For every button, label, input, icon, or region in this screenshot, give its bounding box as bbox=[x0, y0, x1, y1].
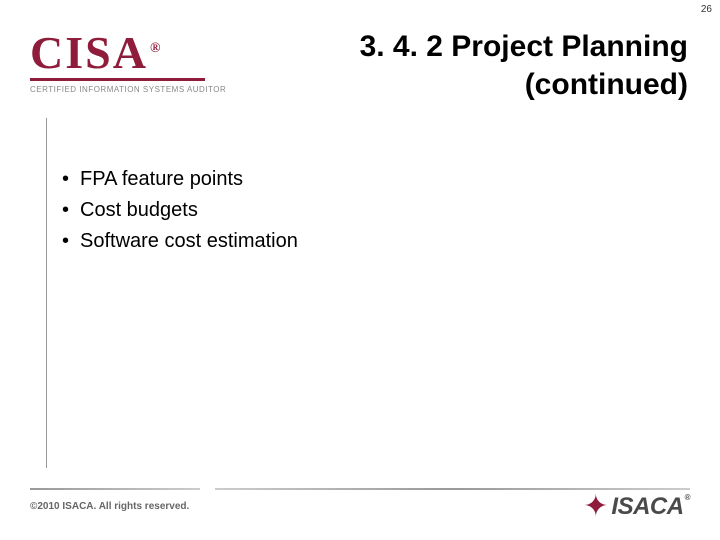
star-icon: ✦ bbox=[583, 492, 608, 522]
cisa-tagline: CERTIFIED INFORMATION SYSTEMS AUDITOR bbox=[30, 85, 230, 94]
footer-rule-right bbox=[215, 488, 690, 490]
cisa-letters: CISA bbox=[30, 27, 148, 78]
cisa-underline bbox=[30, 78, 205, 81]
logo-cisa: CISA® CERTIFIED INFORMATION SYSTEMS AUDI… bbox=[30, 30, 230, 94]
list-item: Software cost estimation bbox=[62, 230, 298, 253]
isaca-registered-mark: ® bbox=[685, 493, 690, 502]
list-item: FPA feature points bbox=[62, 168, 298, 191]
vertical-divider bbox=[46, 118, 47, 468]
bullet-list: FPA feature points Cost budgets Software… bbox=[62, 168, 298, 253]
copyright-text: ©2010 ISACA. All rights reserved. bbox=[30, 501, 189, 512]
page-number: 26 bbox=[701, 4, 712, 15]
list-item: Cost budgets bbox=[62, 199, 298, 222]
title-line-2: (continued) bbox=[360, 66, 688, 104]
content-area: FPA feature points Cost budgets Software… bbox=[62, 168, 298, 261]
footer-rule-left bbox=[30, 488, 200, 490]
isaca-letters: ISACA bbox=[611, 493, 683, 520]
logo-isaca: ✦ ISACA® bbox=[583, 492, 690, 522]
registered-mark: ® bbox=[150, 41, 162, 56]
isaca-brand-text: ISACA® bbox=[611, 493, 690, 521]
cisa-brand-text: CISA® bbox=[30, 30, 230, 76]
title-line-1: 3. 4. 2 Project Planning bbox=[360, 28, 688, 66]
slide-title: 3. 4. 2 Project Planning (continued) bbox=[360, 28, 688, 103]
